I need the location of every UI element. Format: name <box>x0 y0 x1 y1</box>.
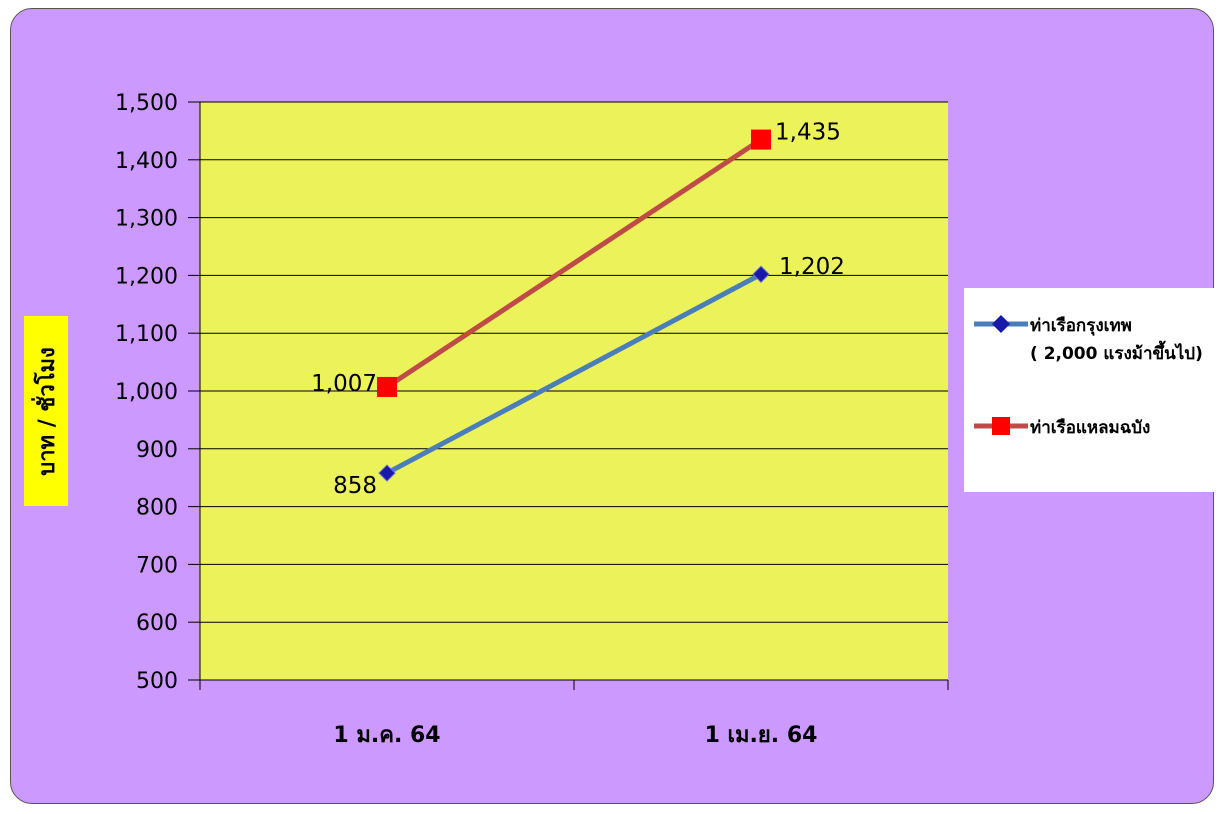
axes <box>188 101 949 690</box>
y-tick-labels: 500 600 700 800 900 1,000 1,100 1,200 1,300 1,400… <box>115 91 178 694</box>
y-tick-label: 1,400 <box>115 149 178 174</box>
y-tick-label: 1,200 <box>115 264 178 289</box>
data-label: 858 <box>333 473 377 499</box>
series-group: 858 1,202 1,007 1,435 <box>311 120 845 500</box>
y-axis-label: บาท / ชั่วโมง <box>34 346 60 476</box>
y-tick-label: 600 <box>136 611 178 636</box>
series-line-1 <box>385 272 763 476</box>
legend-swatch-square-icon <box>974 417 1028 435</box>
data-label: 1,202 <box>779 254 845 280</box>
y-tick-label: 800 <box>136 496 178 521</box>
legend-item-series-2: ท่าเรือแหลมฉบัง <box>972 414 1150 442</box>
y-tick-label: 700 <box>136 553 178 578</box>
data-label: 1,435 <box>775 120 841 146</box>
data-point-diamond <box>752 265 770 283</box>
y-tick-label: 1,500 <box>115 91 178 116</box>
gridlines <box>200 101 948 623</box>
x-category-label: 1 เม.ย. 64 <box>705 723 818 748</box>
y-axis-label-box: บาท / ชั่วโมง <box>24 316 68 506</box>
data-point-diamond <box>378 464 396 482</box>
y-tick-label: 1,100 <box>115 322 178 347</box>
data-label: 1,007 <box>311 371 377 397</box>
data-point-square <box>377 376 397 397</box>
legend: ท่าเรือกรุงเทพ ( 2,000 แรงม้าขึ้นไป) ท่า… <box>964 288 1226 492</box>
y-tick-label: 900 <box>136 438 178 463</box>
legend-item-series-1: ท่าเรือกรุงเทพ ( 2,000 แรงม้าขึ้นไป) <box>972 312 1203 368</box>
x-category-label: 1 ม.ค. 64 <box>333 723 440 748</box>
y-tick-label: 500 <box>136 669 178 694</box>
legend-label-series-2: ท่าเรือแหลมฉบัง <box>1030 418 1151 438</box>
x-category-labels: 1 ม.ค. 64 1 เม.ย. 64 <box>333 723 817 748</box>
series-line-2 <box>385 137 763 390</box>
legend-label-series-1: ท่าเรือกรุงเทพ ( 2,000 แรงม้าขึ้นไป) <box>1030 316 1203 364</box>
y-tick-label: 1,000 <box>115 380 178 405</box>
y-tick-label: 1,300 <box>115 207 178 232</box>
legend-swatch-diamond-icon <box>974 315 1028 333</box>
data-point-square <box>751 129 771 150</box>
